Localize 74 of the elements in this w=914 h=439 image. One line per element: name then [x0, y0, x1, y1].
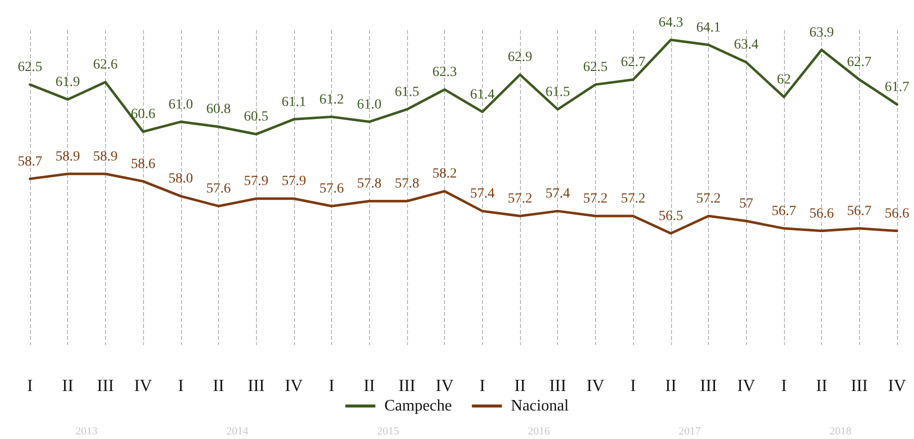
- data-label: 61.0: [168, 97, 194, 112]
- data-label: 62.7: [847, 55, 872, 70]
- data-label: 62.5: [18, 60, 42, 76]
- data-label: 63.9: [809, 25, 834, 40]
- data-label: 57.6: [206, 182, 231, 197]
- x-tick-label: IV: [134, 376, 153, 395]
- x-tick-label: II: [212, 376, 224, 395]
- data-label: 62.9: [508, 50, 532, 66]
- data-label: 57.2: [508, 192, 532, 207]
- x-tick-label: I: [480, 376, 486, 395]
- data-label: 58.6: [130, 156, 156, 172]
- x-tick-label: III: [96, 376, 114, 395]
- data-label: 61.7: [884, 80, 910, 95]
- data-label: 60.8: [206, 102, 231, 118]
- x-tick-label: III: [549, 376, 567, 395]
- data-label: 58.0: [168, 172, 194, 187]
- data-label: 61.1: [282, 94, 306, 110]
- data-label: 57.9: [282, 174, 306, 190]
- x-tick-label: II: [514, 376, 526, 395]
- data-label: 57.2: [620, 192, 646, 207]
- data-label: 58.7: [18, 154, 42, 170]
- data-label: 60.6: [130, 107, 156, 122]
- data-label: 57.6: [319, 182, 344, 197]
- x-tick-label: IV: [436, 376, 454, 395]
- data-label: 57.2: [583, 192, 608, 207]
- x-tick-label: II: [364, 376, 376, 395]
- data-label: 63.4: [734, 38, 758, 53]
- data-label: 56.6: [809, 206, 834, 222]
- legend-label: Campeche: [384, 398, 452, 414]
- data-label: 64.1: [696, 20, 721, 36]
- data-label: 61.9: [55, 74, 80, 90]
- data-label: 57.4: [545, 186, 570, 202]
- x-tick-label: IV: [586, 376, 606, 395]
- x-tick-label: II: [665, 376, 677, 395]
- data-label: 64.3: [658, 15, 684, 30]
- x-tick-label: III: [398, 376, 416, 395]
- data-label: 58.2: [432, 166, 457, 182]
- x-tick-label: II: [62, 376, 74, 395]
- data-label: 57.9: [244, 174, 268, 190]
- data-label: 57.8: [357, 176, 382, 192]
- data-label: 57: [739, 196, 754, 212]
- x-tick-label: I: [781, 376, 788, 395]
- data-label: 56.7: [847, 204, 872, 219]
- data-label: 60.5: [244, 110, 268, 125]
- x-tick-label: III: [700, 376, 718, 395]
- data-label: 61.4: [470, 87, 495, 102]
- data-label: 62.6: [93, 58, 118, 73]
- x-tick-label: I: [630, 376, 636, 395]
- x-tick-label: II: [816, 376, 828, 395]
- x-tick-label: III: [248, 376, 266, 395]
- data-label: 62.7: [620, 55, 646, 70]
- data-label: 61.2: [319, 92, 344, 108]
- data-label: 62: [776, 72, 791, 88]
- data-label: 62.3: [432, 65, 457, 80]
- data-label: 56.7: [772, 204, 796, 219]
- x-tick-label: I: [328, 376, 335, 395]
- data-label: 62.5: [583, 60, 608, 76]
- legend-label: Nacional: [510, 398, 570, 414]
- data-label: 61.0: [357, 97, 382, 112]
- x-tick-label: III: [850, 376, 868, 395]
- data-label: 56.5: [658, 208, 684, 224]
- x-tick-label: I: [178, 376, 184, 395]
- x-tick-label: IV: [737, 376, 756, 395]
- data-label: 57.4: [470, 186, 495, 202]
- data-label: 61.5: [394, 84, 420, 100]
- x-tick-label: IV: [888, 376, 907, 395]
- data-label: 58.9: [93, 149, 118, 164]
- x-tick-label: IV: [284, 376, 304, 395]
- data-label: 57.2: [696, 192, 721, 207]
- data-label: 61.5: [545, 84, 570, 100]
- data-label: 57.8: [394, 176, 420, 192]
- data-label: 56.6: [884, 206, 910, 222]
- x-tick-label: I: [27, 376, 34, 395]
- data-label: 58.9: [55, 149, 80, 164]
